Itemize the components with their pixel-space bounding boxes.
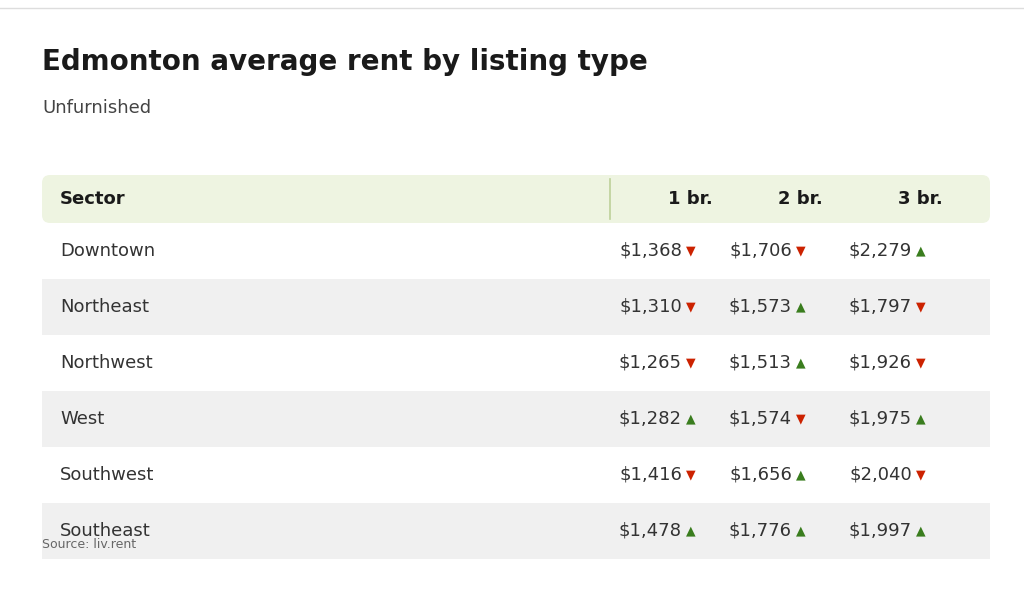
Text: ▲: ▲: [796, 524, 806, 538]
Text: ▲: ▲: [916, 524, 926, 538]
Text: ▼: ▼: [796, 244, 806, 257]
FancyBboxPatch shape: [42, 175, 990, 223]
Text: $1,478: $1,478: [618, 522, 682, 540]
Text: Southwest: Southwest: [60, 466, 155, 484]
Text: 1 br.: 1 br.: [668, 190, 713, 208]
Text: $1,997: $1,997: [849, 522, 912, 540]
Text: ▲: ▲: [796, 468, 806, 481]
Text: ▲: ▲: [916, 412, 926, 425]
Text: $1,310: $1,310: [620, 298, 682, 316]
Bar: [42, 503, 990, 559]
Text: $2,040: $2,040: [849, 466, 912, 484]
Text: 2 br.: 2 br.: [777, 190, 822, 208]
Text: $1,282: $1,282: [618, 410, 682, 428]
Text: $1,513: $1,513: [729, 354, 792, 372]
Text: ▲: ▲: [686, 524, 695, 538]
Text: $1,368: $1,368: [620, 242, 682, 260]
Text: Sector: Sector: [60, 190, 126, 208]
Text: $1,926: $1,926: [849, 354, 912, 372]
Text: $1,776: $1,776: [729, 522, 792, 540]
Text: $1,975: $1,975: [849, 410, 912, 428]
Text: ▼: ▼: [916, 300, 926, 313]
Text: ▼: ▼: [686, 300, 695, 313]
Text: Source: liv.rent: Source: liv.rent: [42, 538, 136, 551]
Text: Edmonton average rent by listing type: Edmonton average rent by listing type: [42, 48, 648, 76]
Text: $2,279: $2,279: [849, 242, 912, 260]
Text: $1,706: $1,706: [729, 242, 792, 260]
Text: ▲: ▲: [796, 300, 806, 313]
Text: ▼: ▼: [916, 468, 926, 481]
Text: 3 br.: 3 br.: [898, 190, 942, 208]
Text: ▼: ▼: [686, 244, 695, 257]
Text: ▲: ▲: [796, 356, 806, 369]
Text: West: West: [60, 410, 104, 428]
Text: ▼: ▼: [916, 356, 926, 369]
Text: $1,797: $1,797: [849, 298, 912, 316]
Text: $1,416: $1,416: [620, 466, 682, 484]
Text: ▼: ▼: [796, 412, 806, 425]
Bar: [42, 391, 990, 447]
Text: Northwest: Northwest: [60, 354, 153, 372]
Text: $1,574: $1,574: [729, 410, 792, 428]
Text: ▼: ▼: [686, 468, 695, 481]
Text: ▲: ▲: [686, 412, 695, 425]
Text: ▲: ▲: [916, 244, 926, 257]
Text: Downtown: Downtown: [60, 242, 155, 260]
Text: Unfurnished: Unfurnished: [42, 99, 152, 117]
Text: $1,573: $1,573: [729, 298, 792, 316]
Text: $1,265: $1,265: [618, 354, 682, 372]
Text: Southeast: Southeast: [60, 522, 151, 540]
Text: ▼: ▼: [686, 356, 695, 369]
Text: Northeast: Northeast: [60, 298, 150, 316]
Text: $1,656: $1,656: [729, 466, 792, 484]
Bar: [42, 279, 990, 335]
